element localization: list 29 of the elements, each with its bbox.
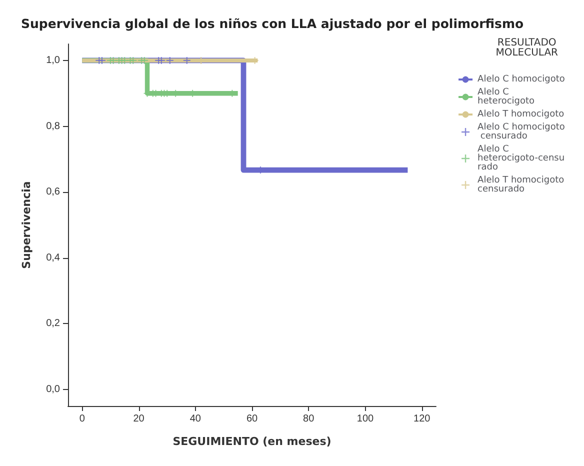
point [158,56,165,64]
legend-label: Alelo C heterocigoto-censurado [478,144,565,172]
x-tick-label: 80 [303,414,315,424]
y-tick-label: 0,6 [46,186,60,198]
x-tick-label: 100 [356,414,374,424]
legend-label: Alelo T homocigoto censurado [478,176,567,194]
point [140,56,148,64]
x-tick-label: 120 [414,414,431,424]
y-axis-title: Supervivencia [20,181,33,269]
chart-title: Supervivencia global de los niños con LLA ajustado por el polimorfismo [21,16,524,31]
x-tick-label: 0 [79,414,86,424]
y-tick-label: 1,0 [46,54,60,66]
legend-label: Alelo C homocigoto [478,74,566,84]
legend-label: Alelo C homocigoto censurado [478,122,566,142]
x-tick-label: 20 [133,414,145,424]
x-tick-label: 60 [246,414,258,424]
y-tick-label: 0,0 [46,384,60,396]
point [130,56,137,64]
y-tick-label: 0,4 [46,252,60,264]
x-axis-title: SEGUIMIENTO (en meses) [172,435,332,448]
point [98,56,106,64]
y-tick-label: 0,2 [46,318,60,330]
point [183,56,190,64]
x-tick-label: 40 [190,414,202,424]
legend-label: Alelo T homocigoto [478,110,565,120]
legend-label: Alelo C heterocigoto [478,88,536,106]
y-tick-label: 0,8 [46,120,60,132]
point [166,56,174,64]
legend-title: RESULTADO MOLECULAR [496,38,558,58]
